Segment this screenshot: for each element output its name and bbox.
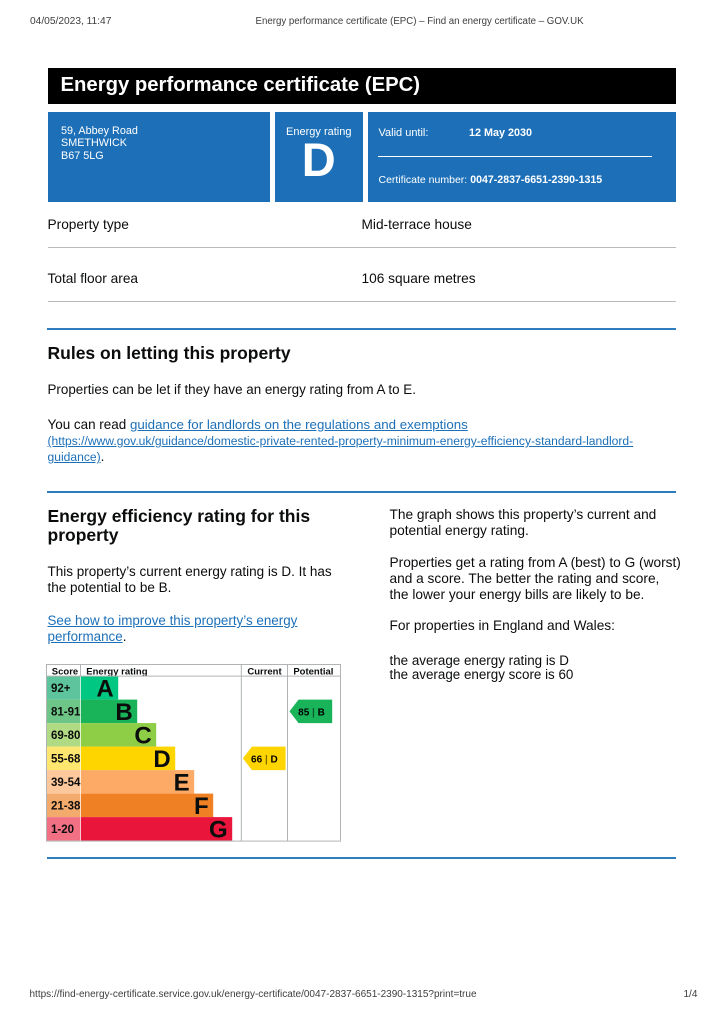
- svg-text:Current: Current: [247, 667, 282, 678]
- svg-text:A: A: [96, 675, 113, 702]
- svg-text:92+: 92+: [51, 683, 71, 695]
- svg-text:85 | B: 85 | B: [298, 707, 325, 718]
- svg-text:69-80: 69-80: [51, 730, 80, 742]
- svg-text:Score: Score: [52, 667, 78, 678]
- svg-text:Energy rating: Energy rating: [86, 667, 147, 678]
- svg-text:G: G: [209, 816, 228, 842]
- svg-text:F: F: [194, 793, 209, 820]
- svg-text:C: C: [134, 722, 151, 749]
- svg-text:81-91: 81-91: [51, 706, 81, 718]
- svg-text:39-54: 39-54: [51, 777, 81, 789]
- svg-text:D: D: [153, 746, 170, 773]
- svg-text:21-38: 21-38: [51, 800, 81, 812]
- svg-text:Potential: Potential: [293, 667, 333, 678]
- svg-text:55-68: 55-68: [51, 753, 81, 765]
- svg-text:B: B: [115, 699, 132, 726]
- svg-text:1-20: 1-20: [51, 824, 74, 836]
- svg-text:E: E: [174, 769, 190, 796]
- svg-text:66 | D: 66 | D: [251, 754, 278, 765]
